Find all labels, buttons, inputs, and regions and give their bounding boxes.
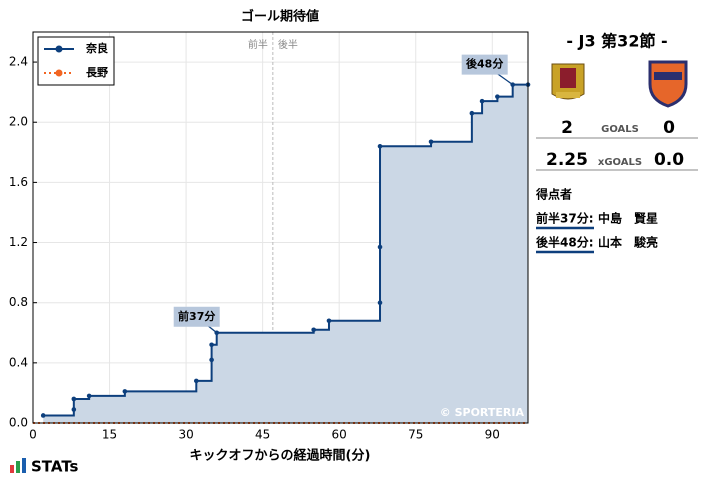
point xyxy=(209,357,214,363)
x-tick-label: 15 xyxy=(102,428,117,442)
legend-label: 奈良 xyxy=(85,41,108,55)
annotation-label: 後48分 xyxy=(466,57,503,71)
point xyxy=(209,342,214,348)
x-tick-label: 45 xyxy=(255,428,270,442)
annotation-box xyxy=(173,306,220,327)
annotation-label: 前37分 xyxy=(178,309,215,323)
away-xg: 0.0 xyxy=(654,150,684,170)
y-tick-label: 2.4 xyxy=(9,55,28,69)
point xyxy=(122,389,128,394)
point xyxy=(193,378,199,384)
x-tick-label: 90 xyxy=(485,428,500,442)
annotation-box xyxy=(461,54,508,75)
y-tick-label: 0.8 xyxy=(9,295,28,309)
halftime-label: 前半 xyxy=(248,38,268,51)
point xyxy=(377,300,383,305)
goals-label: GOALS xyxy=(601,124,639,135)
x-tick-label: 75 xyxy=(408,428,423,442)
area xyxy=(43,84,529,423)
point xyxy=(86,393,92,399)
x-tick-label: 60 xyxy=(332,428,347,442)
point xyxy=(326,318,332,324)
brand-logo xyxy=(10,458,26,473)
x-tick-label: 30 xyxy=(178,428,193,442)
point xyxy=(495,94,500,99)
point xyxy=(71,407,77,412)
y-tick-label: 0.0 xyxy=(9,416,28,430)
point xyxy=(377,143,383,149)
y-tick-label: 1.6 xyxy=(9,175,28,189)
line xyxy=(43,83,528,417)
halftime-label: 後半 xyxy=(278,38,298,51)
brand: STATs xyxy=(31,458,79,476)
point xyxy=(71,396,77,402)
y-tick-label: 2.0 xyxy=(9,115,28,129)
point xyxy=(40,413,46,418)
legend-marker xyxy=(55,69,63,77)
point xyxy=(469,110,475,116)
legend-marker xyxy=(55,45,63,53)
legend xyxy=(37,36,115,86)
chart-title: ゴール期待値 xyxy=(241,9,319,25)
point xyxy=(311,327,316,333)
point xyxy=(479,98,485,104)
scorer-name: 中島 賢星 xyxy=(598,211,658,226)
legend-label: 長野 xyxy=(86,66,108,79)
away-logo xyxy=(648,60,688,108)
watermark: © SPORTERIA xyxy=(440,406,525,419)
away-goals: 0 xyxy=(663,118,675,138)
home-xg: 2.25 xyxy=(546,150,588,170)
match-title: - J3 第32節 - xyxy=(566,32,667,51)
y-tick-label: 0.4 xyxy=(9,355,28,369)
point xyxy=(377,244,383,250)
home-logo xyxy=(551,63,585,100)
x-axis-label: キックオフからの経過時間(分) xyxy=(190,448,371,464)
x-tick-label: 0 xyxy=(29,428,37,442)
point xyxy=(428,139,434,145)
home-goals: 2 xyxy=(561,118,573,138)
scorer-name: 山本 駿亮 xyxy=(598,235,658,250)
scorer-time: 後半48分: xyxy=(536,235,594,250)
scorer-time: 前半37分: xyxy=(536,211,594,226)
scorers-title: 得点者 xyxy=(535,187,572,202)
xg-label: xGOALS xyxy=(598,157,642,168)
plot-frame xyxy=(32,31,529,424)
y-tick-label: 1.2 xyxy=(9,235,28,249)
